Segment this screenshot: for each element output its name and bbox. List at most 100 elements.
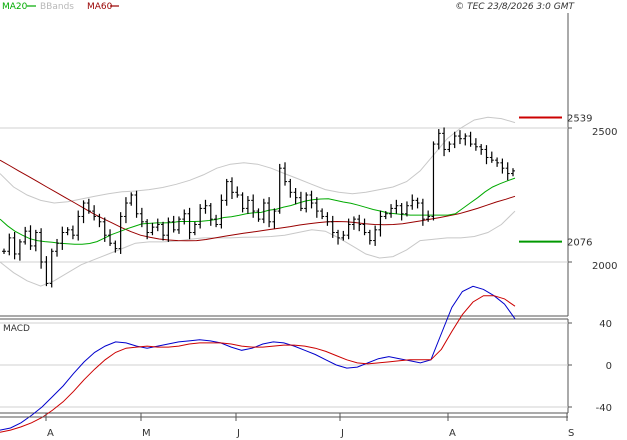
price-bar xyxy=(12,231,17,260)
price-bar xyxy=(473,138,478,151)
price-bar xyxy=(404,201,409,217)
price-bar xyxy=(484,145,489,165)
price-bar xyxy=(123,197,128,224)
price-bar xyxy=(489,151,494,163)
price-bar xyxy=(447,141,452,153)
bbands-upper-line xyxy=(0,116,516,204)
price-bar xyxy=(288,178,293,198)
x-tick-label: M xyxy=(142,428,151,439)
price-bar xyxy=(304,192,309,213)
price-bar xyxy=(336,229,341,245)
price-bar xyxy=(256,208,261,222)
price-bar xyxy=(171,215,176,233)
price-bar xyxy=(150,222,155,236)
price-bar xyxy=(187,207,192,240)
price-bar xyxy=(389,204,394,218)
price-bar xyxy=(495,157,500,167)
legend-ma20: MA20 xyxy=(2,2,28,12)
macd-line xyxy=(0,285,516,431)
ma60-line xyxy=(0,159,516,242)
price-bar xyxy=(229,177,234,200)
price-bar xyxy=(198,204,203,229)
price-bar xyxy=(113,240,118,253)
price-bar xyxy=(378,210,383,237)
price-bar xyxy=(293,188,298,205)
price-bar xyxy=(267,197,272,228)
price-bar xyxy=(192,221,197,236)
price-bar xyxy=(410,194,415,210)
price-bar xyxy=(314,197,319,218)
x-tick-label: J xyxy=(236,428,240,439)
price-bar xyxy=(505,162,510,181)
price-bar xyxy=(420,198,425,226)
price-bar xyxy=(65,227,70,236)
price-bar xyxy=(277,163,282,214)
price-bar xyxy=(240,192,245,213)
x-tick-label: A xyxy=(47,428,54,439)
price-bar xyxy=(208,203,213,226)
legend-ma60: MA60 xyxy=(87,2,113,12)
price-bar xyxy=(81,200,86,224)
price-bar xyxy=(7,233,12,256)
macd-tick-label: 40 xyxy=(599,319,612,330)
price-bar xyxy=(134,190,139,218)
price-bar xyxy=(182,209,187,225)
price-bar xyxy=(102,217,107,242)
price-bar xyxy=(479,144,484,155)
price-bar xyxy=(129,192,134,206)
price-bar xyxy=(17,239,22,261)
price-bar xyxy=(500,158,505,174)
price-bar xyxy=(39,228,44,269)
price-bar xyxy=(463,133,468,146)
macd-panel: MACD 40 0 -40 xyxy=(0,285,612,433)
price-bar xyxy=(367,229,372,245)
price-tick-label: 2000 xyxy=(592,261,617,272)
price-bar xyxy=(224,178,229,206)
price-bar xyxy=(283,162,288,186)
price-bar xyxy=(383,211,388,220)
price-bar xyxy=(155,218,160,232)
price-bar xyxy=(457,130,462,145)
price-bar xyxy=(245,196,250,214)
price-bar xyxy=(76,210,81,241)
price-bar xyxy=(399,203,404,221)
price-bar xyxy=(272,208,277,229)
price-bar xyxy=(92,205,97,221)
price-bar xyxy=(70,225,75,240)
bbands-lower-line xyxy=(0,210,516,287)
price-bar xyxy=(442,127,447,157)
price-bar xyxy=(341,230,346,241)
price-bar xyxy=(2,248,6,254)
price-bar xyxy=(325,212,330,226)
price-bar xyxy=(97,213,102,228)
price-bar xyxy=(55,238,60,257)
price-bar xyxy=(23,226,28,245)
price-bar xyxy=(309,190,314,209)
price-bar xyxy=(118,212,123,254)
price-bar xyxy=(145,219,150,240)
price-bar xyxy=(28,225,33,250)
macd-signal-line xyxy=(0,295,516,433)
ma20-line xyxy=(0,177,516,245)
price-bar xyxy=(362,218,367,236)
top-group: MA20 BBands MA60 © TEC 23/8/2026 3:0 GMT xyxy=(2,2,576,12)
price-bar xyxy=(219,194,224,229)
x-tick-label: A xyxy=(449,428,456,439)
price-bar xyxy=(44,256,49,287)
price-bar xyxy=(320,208,325,220)
price-bar xyxy=(426,210,431,222)
price-bar xyxy=(373,225,378,246)
price-bar xyxy=(298,191,303,212)
x-tick-label: S xyxy=(568,428,574,439)
price-bar xyxy=(346,218,351,240)
price-bar xyxy=(86,198,91,214)
price-tick-label: 2500 xyxy=(592,127,617,138)
price-bar xyxy=(60,226,65,250)
price-bar xyxy=(166,217,171,242)
price-bar xyxy=(415,197,420,209)
price-bar xyxy=(33,229,38,252)
price-bar xyxy=(357,214,362,232)
legend-bbands: BBands xyxy=(40,2,74,12)
